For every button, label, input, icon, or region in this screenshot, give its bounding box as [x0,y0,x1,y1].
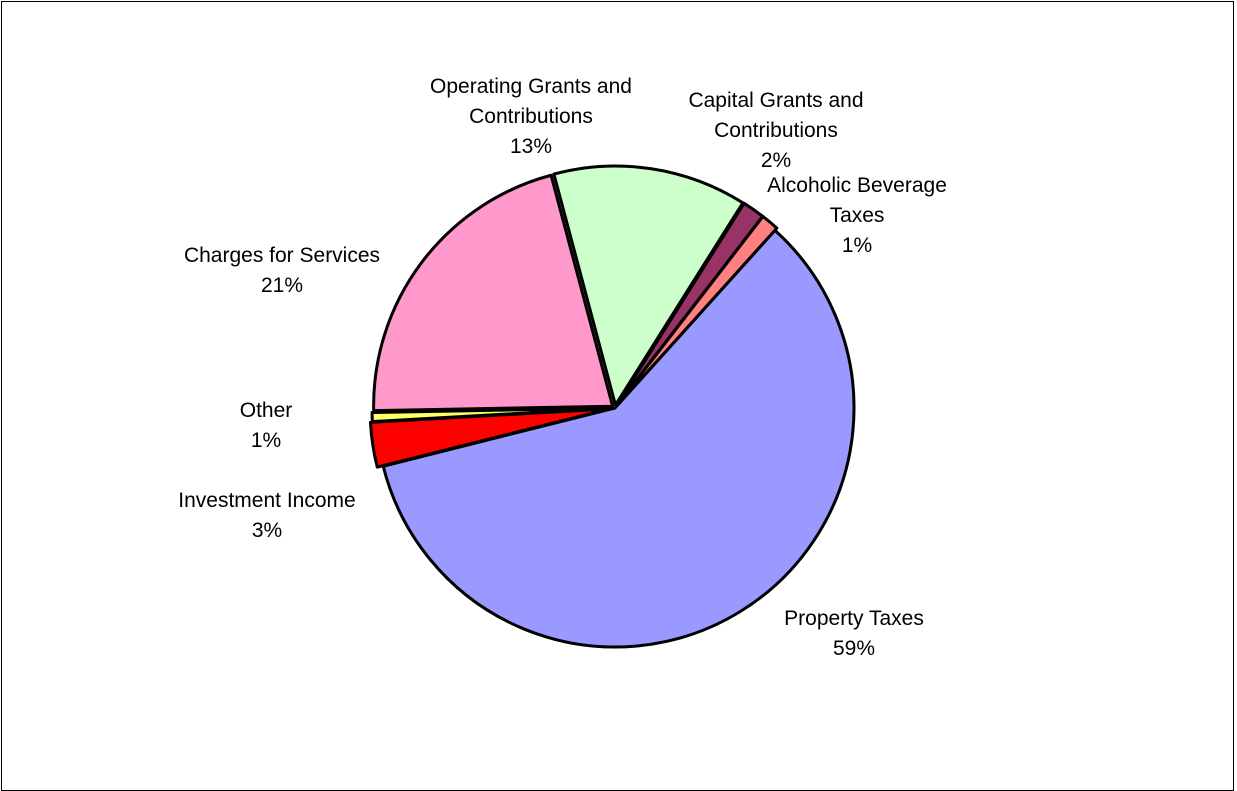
slice-name-label: Property Taxes [784,607,924,630]
slice-label-charges-for-services: Charges for Services 21% [184,244,380,297]
pie-slice-property-taxes [381,228,856,649]
slice-name-label: Operating Grants and [430,75,632,98]
slice-label-capital-grants-and-contributions: Capital Grants and Contributions 2% [688,89,863,172]
slice-name-label: Contributions [469,105,593,128]
pie-slice-operating-grants-and-contributions [552,164,745,407]
slice-name-label: Contributions [714,119,838,142]
slice-percent-label: 3% [252,519,282,542]
pie-slice-alcoholic-beverage-taxes [615,214,779,408]
slice-name-label: Alcoholic Beverage [767,174,947,197]
slice-name-label: Taxes [830,204,885,227]
slice-percent-label: 1% [251,429,281,452]
slice-percent-label: 13% [510,135,552,158]
slice-percent-label: 59% [833,637,875,660]
slice-label-property-taxes: Property Taxes 59% [784,607,924,660]
slice-name-label: Other [240,399,293,422]
slice-label-operating-grants-and-contributions: Operating Grants and Contributions 13% [430,75,632,158]
slice-percent-label: 2% [761,149,791,172]
slice-label-alcoholic-beverage-taxes: Alcoholic Beverage Taxes 1% [767,174,947,257]
pie-slices [368,164,856,649]
slice-name-label: Capital Grants and [688,89,863,112]
pie-labels: Property Taxes 59% Investment Income 3% Othe… [178,75,947,660]
pie-slice-charges-for-services [372,173,615,413]
slice-percent-label: 21% [261,274,303,297]
slice-name-label: Charges for Services [184,244,380,267]
slice-label-other: Other 1% [240,399,293,452]
pie-slice-investment-income [368,407,611,469]
slice-name-label: Investment Income [178,489,355,512]
slice-percent-label: 1% [842,234,872,257]
pie-slice-other [370,406,613,424]
slice-label-investment-income: Investment Income 3% [178,489,355,542]
